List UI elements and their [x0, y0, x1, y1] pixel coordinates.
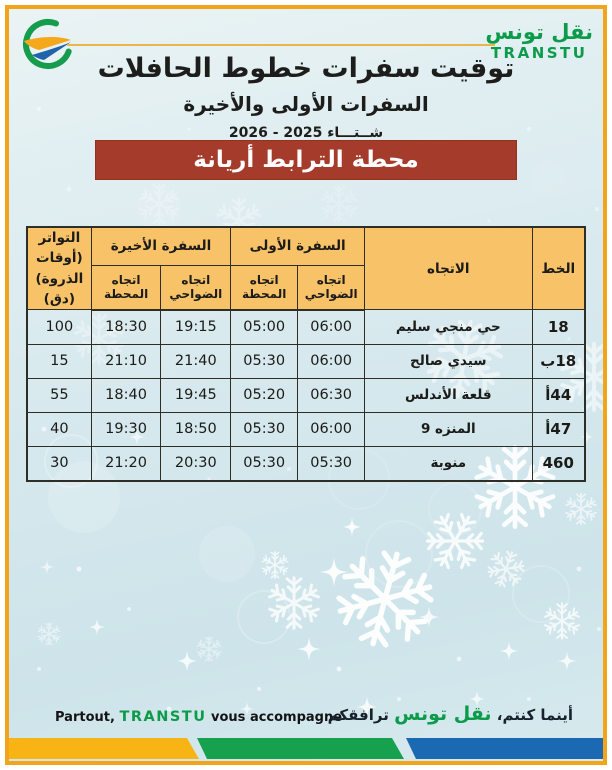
line-number: 18 — [531, 309, 586, 345]
last-trip-suburbs-time: 19:15 — [160, 309, 232, 345]
first-trip-station-time: 05:20 — [230, 377, 299, 413]
first-trip-suburbs-time: 06:00 — [297, 309, 366, 345]
destination: منوبة — [364, 445, 533, 481]
header-divider-line — [67, 44, 495, 46]
first-trip-suburbs-time: 05:30 — [297, 445, 366, 481]
first-trip-suburbs-time: 06:00 — [297, 343, 366, 379]
col-group-first-trip: السفرة الأولى — [230, 226, 366, 266]
bar-segment-yellow — [9, 738, 199, 759]
first-trip-station-time: 05:30 — [230, 445, 299, 481]
slogan-french: Partout, TRANSTU vous accompagne — [55, 709, 342, 725]
frequency-minutes: 55 — [26, 377, 92, 413]
schedule-body: 18 حي منجي سليم 06:00 05:00 19:15 18:30 … — [26, 309, 586, 481]
slogan-fr-prefix: Partout, — [55, 710, 115, 725]
tricolor-footer-bar — [9, 738, 603, 759]
frequency-minutes: 100 — [26, 309, 92, 345]
bar-segment-blue — [406, 738, 603, 759]
last-trip-suburbs-time: 20:30 — [160, 445, 232, 481]
last-trip-station-time: 19:30 — [90, 411, 162, 447]
col-header-direction: الاتجاه — [364, 226, 533, 310]
first-trip-station-time: 05:30 — [230, 411, 299, 447]
brand-arabic-wordmark: نقل تونس — [485, 20, 594, 44]
table-row: 460 منوبة 05:30 05:30 20:30 21:20 30 — [26, 445, 586, 481]
subcol-last-station: اتجاه المحطة — [90, 264, 162, 311]
col-group-last-trip: السفرة الأخيرة — [90, 226, 232, 266]
col-header-line: الخط — [531, 226, 586, 310]
first-trip-suburbs-time: 06:30 — [297, 377, 366, 413]
last-trip-suburbs-time: 19:45 — [160, 377, 232, 413]
footer-slogan: Partout, TRANSTU vous accompagne أينما ك… — [9, 703, 603, 725]
destination: قلعة الأندلس — [364, 377, 533, 413]
subcol-first-suburbs: اتجاه الضواحي — [297, 264, 366, 311]
subcol-first-station: اتجاه المحطة — [230, 264, 299, 311]
station-banner: محطة الترابط أريانة — [95, 140, 517, 180]
last-trip-suburbs-time: 18:50 — [160, 411, 232, 447]
page-title: توقيت سفرات خطوط الحافلات — [97, 53, 515, 84]
last-trip-station-time: 21:20 — [90, 445, 162, 481]
first-trip-station-time: 05:30 — [230, 343, 299, 379]
last-trip-station-time: 21:10 — [90, 343, 162, 379]
slogan-arabic: أينما كنتم، نقل تونس ترافقكم — [328, 703, 573, 725]
table-row: 18 حي منجي سليم 06:00 05:00 19:15 18:30 … — [26, 309, 586, 345]
brand-latin-wordmark: TRANSTU — [490, 44, 588, 62]
slogan-fr-brand: TRANSTU — [119, 709, 207, 725]
page-subtitle: السفرات الأولى والأخيرة — [183, 92, 429, 116]
frequency-minutes: 15 — [26, 343, 92, 379]
season-label: شــتـــاء 2025 - 2026 — [228, 125, 384, 141]
table-row: 44أ قلعة الأندلس 06:30 05:20 19:45 18:40… — [26, 377, 586, 413]
last-trip-station-time: 18:30 — [90, 309, 162, 345]
bar-segment-green — [197, 738, 404, 759]
destination: سيدي صالح — [364, 343, 533, 379]
slogan-ar-brand: نقل تونس — [394, 703, 492, 725]
slogan-ar-prefix: أينما كنتم، — [496, 706, 573, 724]
table-row: 47أ المنزه 9 06:00 05:30 18:50 19:30 40 — [26, 411, 586, 447]
transtu-logotype: نقل تونس TRANSTU — [485, 20, 594, 62]
slogan-fr-suffix: vous accompagne — [211, 710, 343, 725]
frequency-minutes: 30 — [26, 445, 92, 481]
first-trip-suburbs-time: 06:00 — [297, 411, 366, 447]
transtu-emblem-icon — [23, 19, 73, 69]
col-header-frequency: التواتر (أوقات الذروة) (دق) — [26, 226, 92, 310]
line-number: 44أ — [531, 377, 586, 413]
line-number: 47أ — [531, 411, 586, 447]
frequency-minutes: 40 — [26, 411, 92, 447]
destination: حي منجي سليم — [364, 309, 533, 345]
line-number: 460 — [531, 445, 586, 481]
title-block: توقيت سفرات خطوط الحافلات السفرات الأولى… — [9, 53, 603, 141]
table-row: 18ب سيدي صالح 06:00 05:30 21:40 21:10 15 — [26, 343, 586, 379]
subcol-last-suburbs: اتجاه الضواحي — [160, 264, 232, 311]
poster-frame: نقل تونس TRANSTU توقيت سفرات خطوط الحافل… — [5, 5, 607, 765]
first-trip-station-time: 05:00 — [230, 309, 299, 345]
last-trip-suburbs-time: 21:40 — [160, 343, 232, 379]
schedule-header: الخط الاتجاه السفرة الأولى السفرة الأخير… — [26, 226, 586, 311]
last-trip-station-time: 18:40 — [90, 377, 162, 413]
schedule-table: الخط الاتجاه السفرة الأولى السفرة الأخير… — [26, 226, 586, 482]
line-number: 18ب — [531, 343, 586, 379]
slogan-ar-suffix: ترافقكم — [327, 706, 389, 724]
destination: المنزه 9 — [364, 411, 533, 447]
